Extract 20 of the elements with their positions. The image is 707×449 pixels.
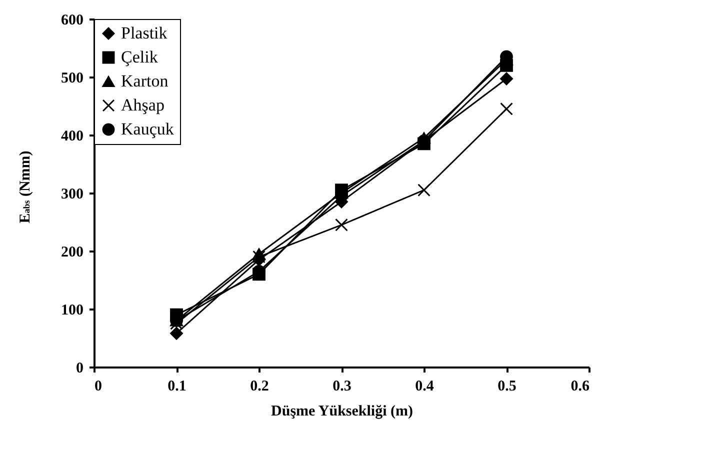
legend-label: Karton — [121, 72, 169, 90]
legend-label: Ahşap — [121, 96, 164, 114]
y-tick-label: 500 — [61, 70, 84, 86]
x-tick-label: 0.5 — [498, 378, 516, 394]
x-tick-label: 0 — [94, 378, 102, 394]
x-tick-label: 0.2 — [250, 378, 269, 394]
legend-label: Çelik — [121, 48, 158, 66]
y-tick-label: 200 — [61, 244, 84, 260]
y-tick-label: 400 — [61, 128, 84, 144]
x-tick-label: 0.6 — [570, 378, 590, 394]
x-tick-label: 0.1 — [168, 378, 186, 394]
x-tick-label: 0.4 — [415, 378, 434, 394]
x-tick-label: 0.3 — [332, 378, 352, 394]
y-tick-label: 300 — [61, 186, 84, 202]
legend-label: Plastik — [121, 24, 168, 42]
legend-label: Kauçuk — [121, 120, 174, 138]
x-axis-title: Düşme Yüksekliği (m) — [271, 404, 413, 420]
y-tick-label: 600 — [61, 12, 84, 28]
y-tick-label: 0 — [76, 360, 84, 376]
y-tick-label: 100 — [61, 302, 84, 318]
